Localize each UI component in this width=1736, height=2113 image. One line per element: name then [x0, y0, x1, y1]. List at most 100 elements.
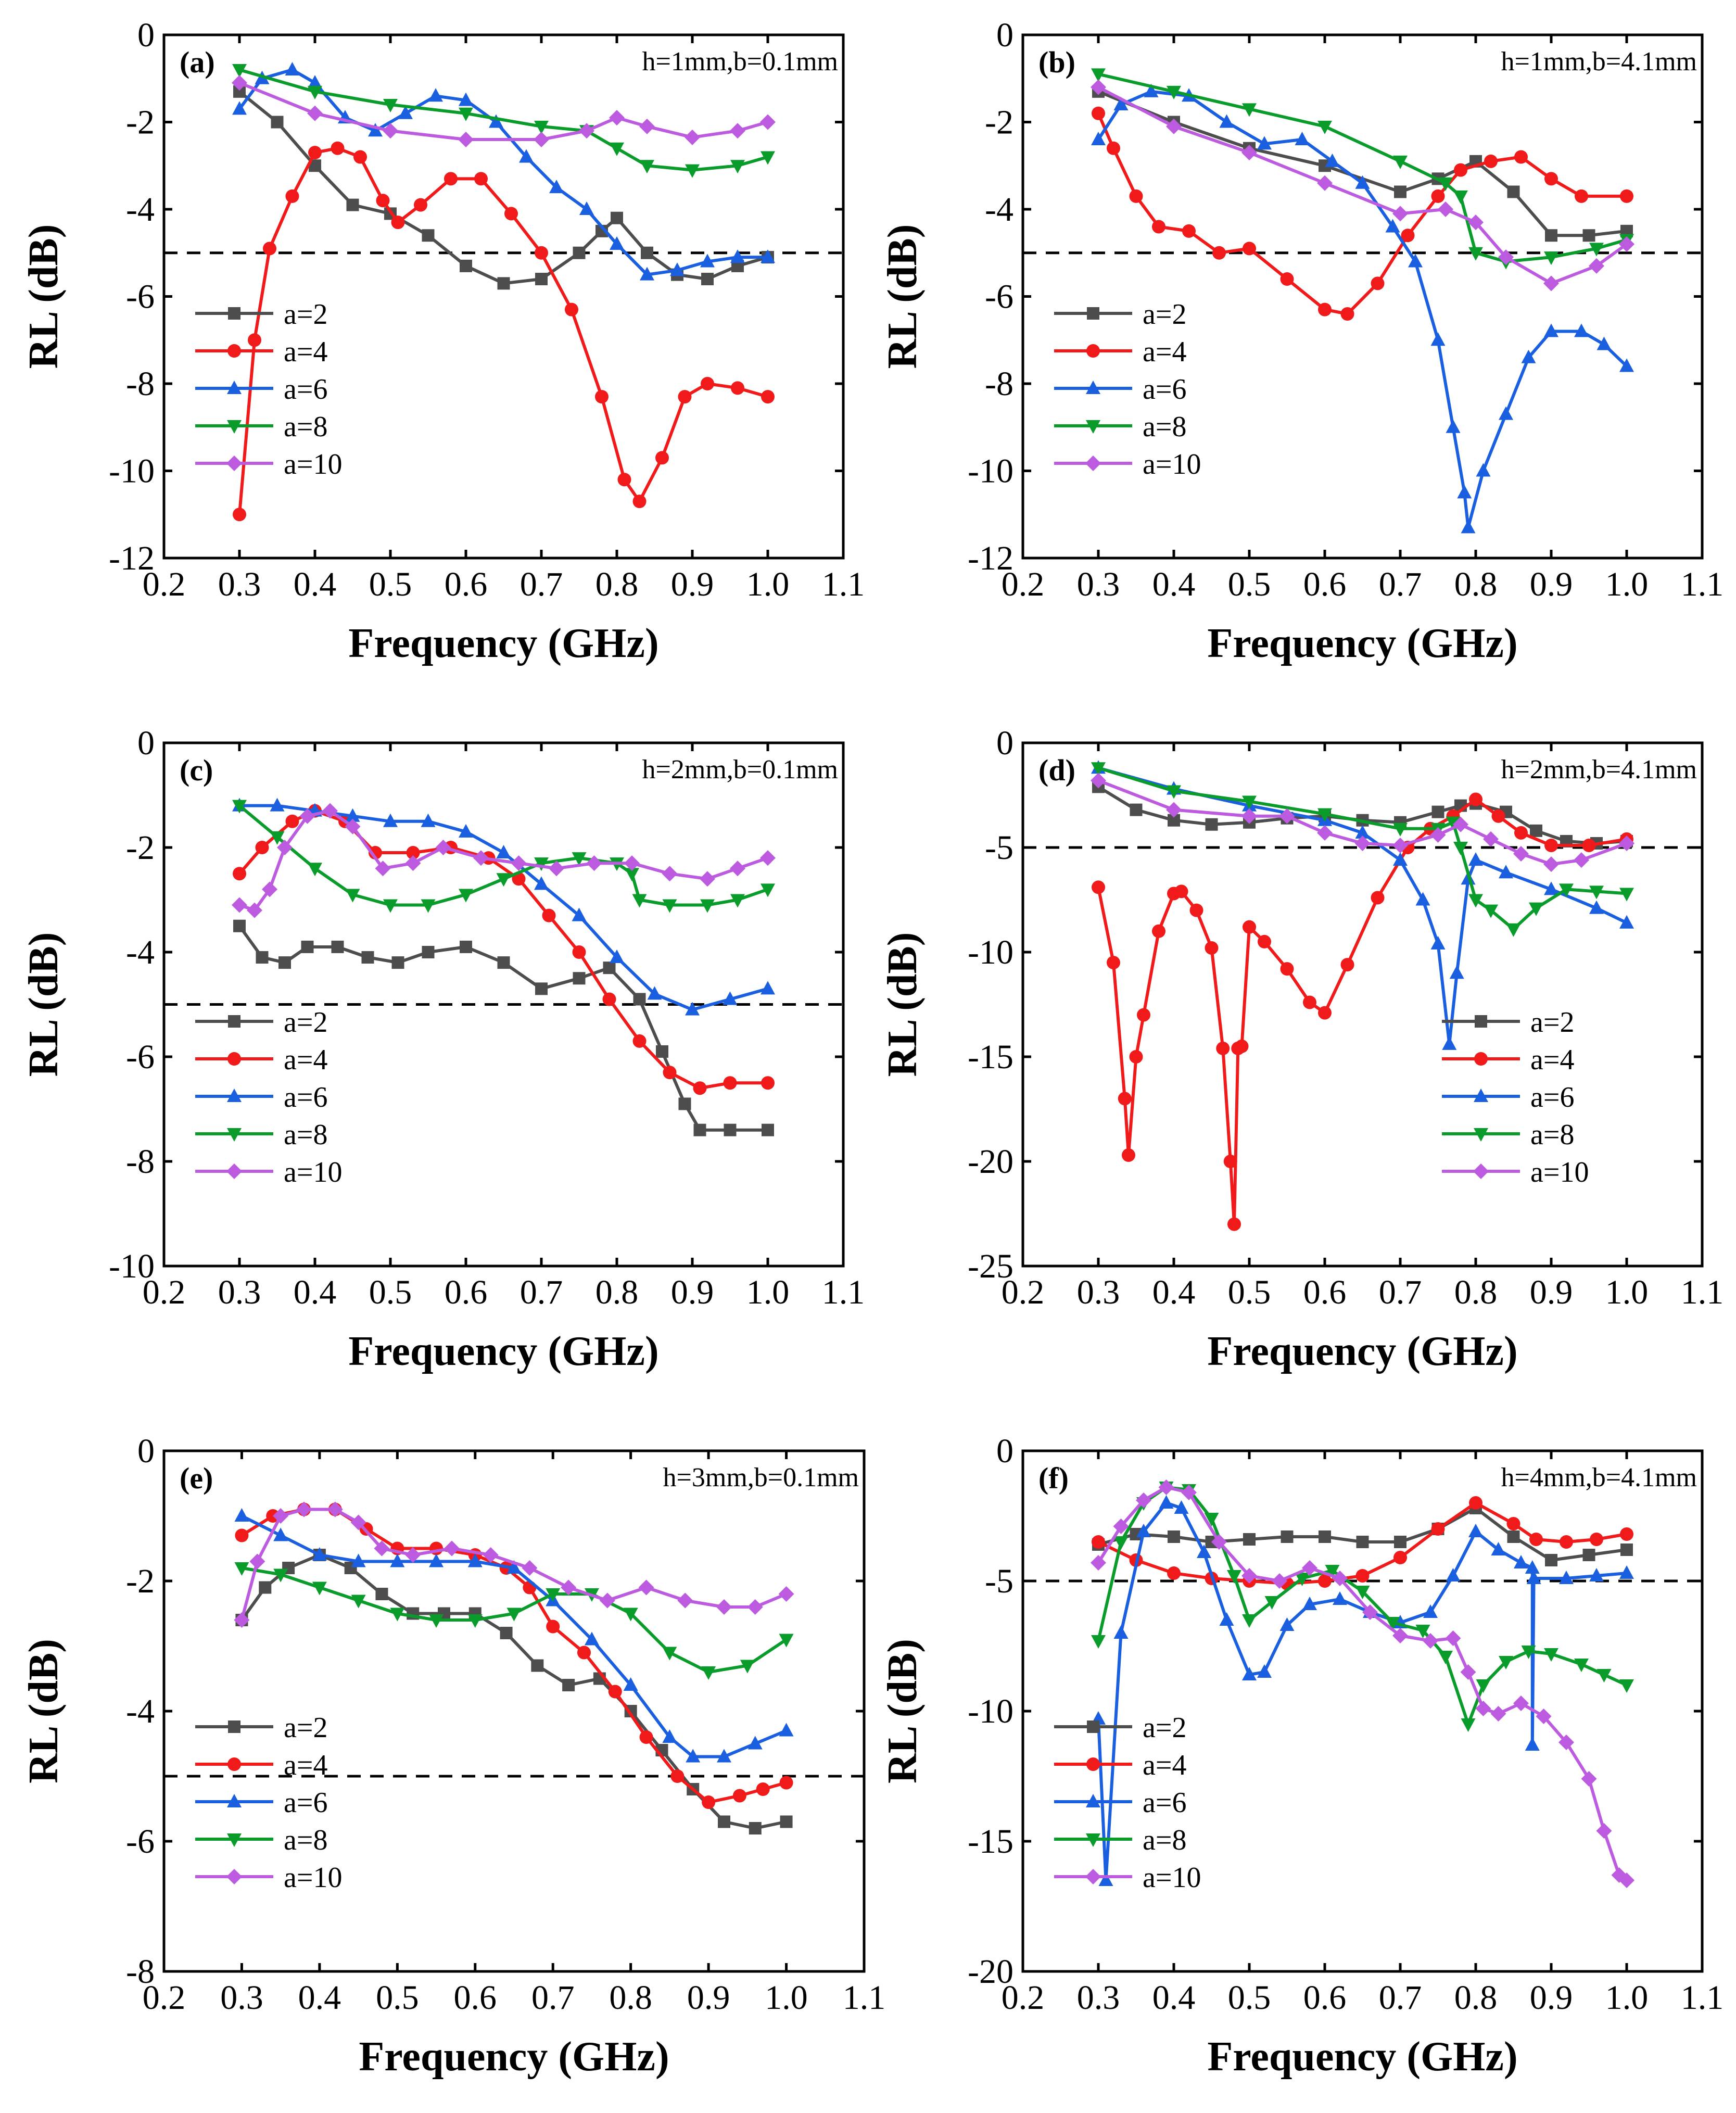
- x-tick-label: 1.1: [1681, 1979, 1724, 2017]
- data-point: [1521, 1646, 1536, 1659]
- data-point: [422, 229, 435, 242]
- legend-marker: [227, 1128, 242, 1142]
- data-point: [778, 1586, 794, 1602]
- data-point: [1619, 1679, 1634, 1693]
- x-tick-label: 0.6: [1303, 565, 1347, 603]
- data-point: [270, 831, 285, 845]
- data-point: [549, 861, 564, 877]
- y-tick-label: -12: [968, 539, 1013, 577]
- x-tick-label: 0.9: [671, 1273, 714, 1311]
- data-point: [1166, 802, 1182, 818]
- x-tick-label: 0.7: [1379, 565, 1422, 603]
- data-point: [497, 277, 510, 290]
- data-point: [234, 1562, 249, 1576]
- panel-annotation: h=4mm,b=4.1mm: [1501, 1463, 1697, 1492]
- data-point: [1242, 1614, 1257, 1628]
- data-point: [504, 207, 518, 221]
- data-point: [639, 1730, 653, 1744]
- data-point: [374, 1540, 390, 1557]
- data-point: [1446, 816, 1461, 830]
- x-tick-label: 1.0: [746, 1273, 790, 1311]
- data-point: [1340, 307, 1354, 321]
- data-point: [701, 1666, 716, 1680]
- data-point: [1582, 838, 1596, 852]
- data-point: [1340, 958, 1354, 972]
- y-tick-label: 0: [996, 1432, 1013, 1470]
- data-point: [549, 180, 564, 194]
- data-point: [1393, 1551, 1407, 1564]
- data-point: [1122, 1148, 1135, 1162]
- data-point: [1318, 302, 1332, 317]
- legend-item: a=10: [195, 1156, 342, 1188]
- legend-label: a=8: [284, 411, 327, 443]
- data-point: [632, 495, 647, 509]
- data-point: [256, 951, 269, 964]
- legend-item: a=10: [1054, 1862, 1201, 1894]
- data-point: [1559, 883, 1574, 897]
- series-a-8: [1091, 762, 1634, 937]
- legend-marker: [1087, 1720, 1099, 1733]
- y-tick-label: -15: [968, 1038, 1013, 1076]
- chart-panel-d: 0.2 0.3 0.4 0.5 0.6 0.7 0.8 0.9 1.0 1.1 0 -5 -10 -15 -…: [880, 724, 1724, 1374]
- x-tick-label: 1.0: [1605, 565, 1649, 603]
- legend-marker: [1473, 1163, 1489, 1179]
- data-point: [322, 803, 338, 819]
- y-axis-label: RL (dB): [21, 1639, 67, 1783]
- data-point: [1392, 837, 1408, 853]
- legend-label: a=6: [1143, 1787, 1186, 1819]
- data-point: [685, 1002, 700, 1016]
- data-point: [233, 508, 246, 522]
- data-point: [1536, 1709, 1552, 1724]
- data-point: [640, 267, 654, 281]
- legend-item: a=6: [1054, 1787, 1186, 1819]
- data-point: [1423, 1604, 1438, 1618]
- x-tick-label: 0.7: [531, 1979, 575, 2017]
- data-point: [1596, 1669, 1612, 1682]
- data-point: [1543, 856, 1559, 872]
- data-point: [1280, 272, 1294, 286]
- plot-frame: [1021, 1449, 1704, 1973]
- legend-label: a=4: [1143, 336, 1186, 368]
- y-tick-label: -5: [985, 829, 1013, 867]
- series-a-6: [234, 1508, 794, 1763]
- x-tick-label: 0.3: [218, 1273, 261, 1311]
- data-point: [1219, 1612, 1234, 1626]
- series-a-4: [233, 141, 775, 522]
- data-point: [1530, 824, 1542, 837]
- series-line: [238, 68, 768, 276]
- legend-label: a=2: [284, 298, 327, 331]
- x-tick-label: 0.4: [1152, 565, 1196, 603]
- data-point: [1137, 1008, 1150, 1022]
- data-point: [1469, 1496, 1482, 1510]
- data-point: [1394, 185, 1406, 198]
- data-point: [1619, 835, 1634, 851]
- data-point: [584, 1631, 599, 1646]
- data-point: [390, 1553, 405, 1567]
- data-point: [383, 99, 398, 112]
- data-point: [1257, 1664, 1272, 1678]
- plot-frame: [162, 741, 845, 1268]
- x-tick-label: 1.0: [1605, 1979, 1649, 2017]
- data-point: [1469, 792, 1482, 806]
- data-point: [595, 390, 609, 404]
- data-point: [1499, 865, 1513, 879]
- data-point: [331, 141, 345, 155]
- data-point: [677, 1592, 693, 1609]
- panel-annotation: h=2mm,b=0.1mm: [642, 755, 838, 785]
- y-tick-label: -10: [968, 1692, 1013, 1730]
- data-point: [474, 172, 488, 186]
- legend-label: a=2: [1530, 1006, 1574, 1039]
- x-tick-label: 1.1: [843, 1979, 886, 2017]
- data-point: [1460, 1664, 1476, 1680]
- data-point: [1303, 995, 1316, 1009]
- data-point: [390, 1608, 405, 1622]
- legend-marker: [1474, 1089, 1488, 1102]
- data-point: [1362, 1604, 1378, 1620]
- data-point: [678, 390, 692, 404]
- y-tick-label: -20: [968, 1953, 1013, 1991]
- x-axis-label: Frequency (GHz): [359, 2034, 669, 2080]
- data-point: [233, 919, 246, 932]
- data-point: [534, 120, 549, 134]
- legend-item: a=6: [195, 1081, 327, 1114]
- data-point: [535, 246, 548, 260]
